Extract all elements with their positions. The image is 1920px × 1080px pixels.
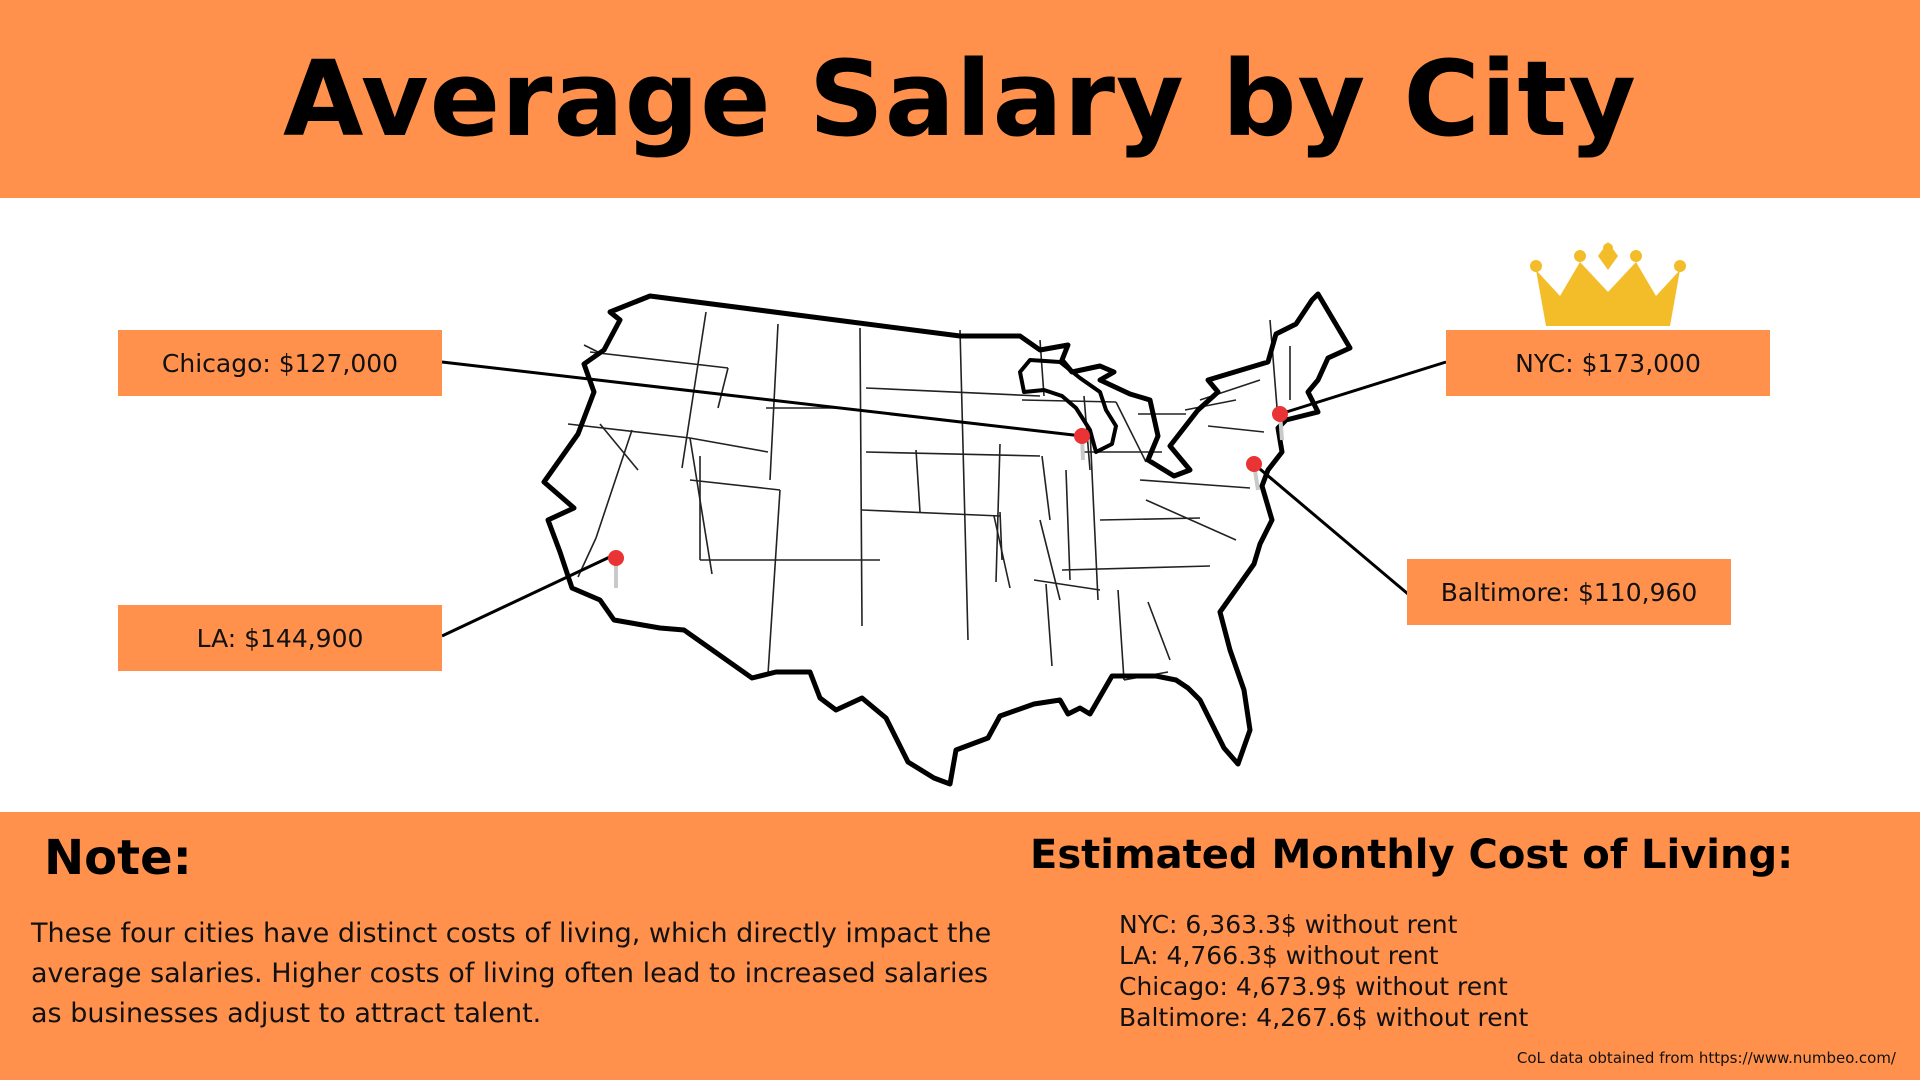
chicago-connector <box>441 360 1083 438</box>
list-item: NYC: 6,363.3$ without rent <box>1119 910 1458 939</box>
la-connector <box>441 553 615 638</box>
map-pin-icon <box>1074 428 1090 461</box>
list-item: LA: 4,766.3$ without rent <box>1119 941 1439 970</box>
source-note: CoL data obtained from https://www.numbe… <box>1516 1049 1896 1067</box>
footer-band <box>0 812 1920 1080</box>
cost-of-living-list: NYC: 6,363.3$ without rent LA: 4,766.3$ … <box>1119 909 1528 1033</box>
baltimore-salary-label: Baltimore: $110,960 <box>1407 559 1731 625</box>
connector-lines <box>441 360 1447 638</box>
note-body: These four cities have distinct costs of… <box>31 918 992 1029</box>
header-band <box>0 0 1920 198</box>
baltimore-connector <box>1253 462 1409 596</box>
list-item: Chicago: 4,673.9$ without rent <box>1119 972 1508 1001</box>
list-item: Baltimore: 4,267.6$ without rent <box>1119 1003 1529 1032</box>
state-boundaries <box>567 311 1291 681</box>
chicago-salary-label: Chicago: $127,000 <box>118 330 442 396</box>
cost-of-living-heading: Estimated Monthly Cost of Living: <box>1030 832 1794 878</box>
page-title: Average Salary by City <box>283 38 1637 160</box>
map-pin-icon <box>1272 406 1288 441</box>
us-map <box>441 242 1686 787</box>
la-salary-label: LA: $144,900 <box>118 605 442 671</box>
map-pin-icon <box>608 550 624 588</box>
crown-icon <box>1530 242 1686 326</box>
great-lakes-outline <box>1018 358 1118 454</box>
map-pin-icon <box>1246 456 1262 491</box>
us-outline <box>541 291 1353 787</box>
nyc-salary-label: NYC: $173,000 <box>1446 330 1770 396</box>
map-area: Chicago: $127,000 LA: $144,900 NYC: $173… <box>0 198 1920 812</box>
note-heading: Note: <box>44 830 192 886</box>
nyc-connector <box>1279 360 1447 416</box>
